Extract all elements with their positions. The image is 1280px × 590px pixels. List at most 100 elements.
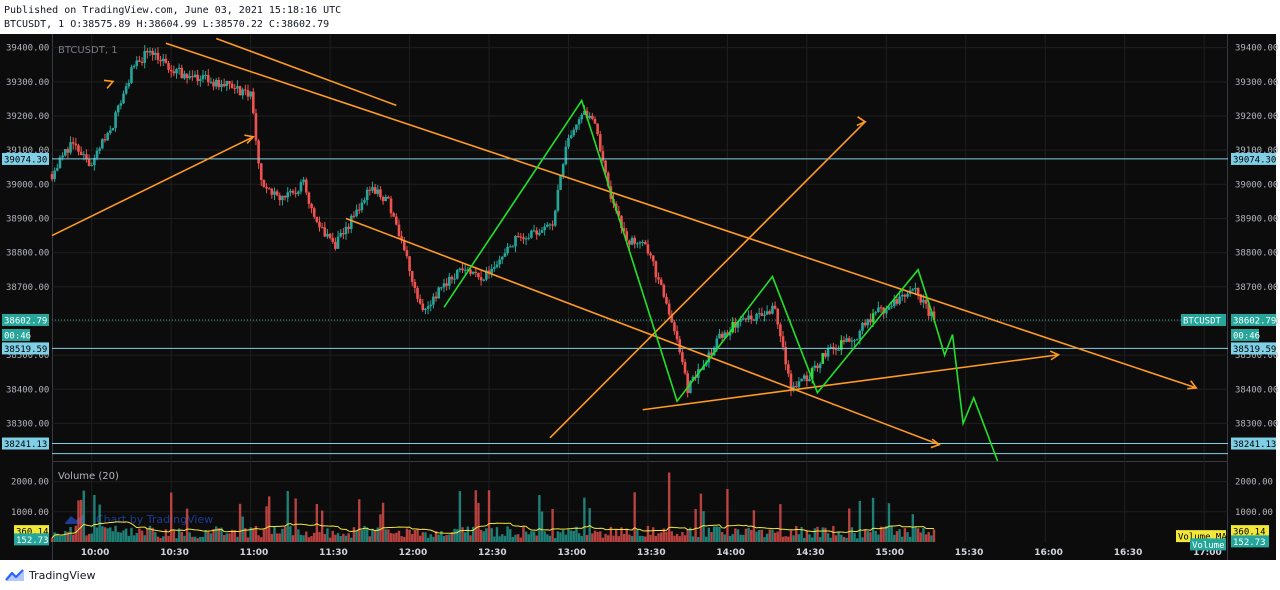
volume-bar — [90, 533, 93, 542]
volume-bar — [193, 536, 197, 542]
candle — [111, 127, 115, 131]
volume-bar — [106, 528, 109, 542]
candle — [543, 226, 546, 231]
volume-bar — [307, 537, 311, 542]
candle — [577, 119, 581, 125]
volume-bar — [87, 533, 91, 542]
level-tag-left-bg — [2, 342, 49, 355]
last-price-tag-left-bg — [2, 313, 49, 326]
volume-bar — [824, 527, 827, 542]
candle — [183, 73, 186, 79]
candle — [514, 235, 517, 247]
volume-bar — [135, 533, 138, 542]
volume-bar — [209, 533, 213, 542]
candle — [66, 149, 70, 153]
candle — [932, 311, 936, 320]
countdown-tag-right: 00:46 — [1233, 331, 1260, 341]
volume-bar — [546, 534, 549, 542]
candle — [829, 346, 833, 349]
candle — [506, 246, 509, 254]
volume-bar — [911, 514, 915, 542]
volume-tick-left: 1000.00 — [11, 508, 49, 518]
volume-bar — [659, 532, 663, 542]
trend-line[interactable] — [345, 217, 940, 446]
candle — [291, 190, 295, 193]
candle — [106, 132, 109, 141]
candle — [355, 209, 358, 217]
volume-bar — [556, 531, 560, 542]
candle — [625, 231, 629, 241]
candle — [821, 353, 825, 364]
candle — [466, 269, 470, 271]
projection-path[interactable] — [443, 98, 999, 462]
volume-bar — [241, 516, 244, 542]
trend-line[interactable] — [51, 136, 254, 237]
candle — [114, 112, 117, 128]
volume-bar — [421, 532, 425, 542]
candle — [450, 276, 454, 280]
volume-bar — [501, 534, 504, 542]
left-axis-area — [0, 34, 52, 560]
volume-bar — [612, 535, 615, 542]
candle — [357, 209, 361, 211]
volume-bar — [358, 499, 361, 542]
volume-bar — [236, 536, 239, 542]
candle — [432, 296, 435, 305]
candle — [408, 256, 411, 272]
candle — [53, 170, 56, 180]
volume-bar — [53, 532, 56, 542]
volume-bar — [405, 528, 409, 542]
candle — [657, 277, 660, 280]
price-tick-right: 39200.00 — [1235, 112, 1278, 122]
candle — [217, 79, 221, 88]
volume-bar — [842, 536, 846, 542]
arrow-head — [930, 438, 941, 449]
candle — [148, 50, 152, 53]
volume-bar — [734, 528, 737, 542]
volume-pane[interactable] — [52, 462, 1228, 542]
candle — [784, 347, 787, 365]
candle — [643, 241, 647, 245]
candle — [320, 227, 324, 229]
candle — [90, 165, 94, 167]
candle — [927, 303, 931, 316]
time-tick: 17:00 — [1193, 548, 1222, 558]
volume-bar — [156, 536, 160, 542]
candle — [294, 192, 297, 194]
candle — [273, 191, 276, 195]
price-tick-left: 38500.00 — [6, 351, 49, 361]
volume-bar — [678, 536, 681, 542]
price-tick-right: 39300.00 — [1235, 78, 1278, 88]
trend-line[interactable] — [215, 37, 397, 107]
volume-bar — [360, 529, 364, 542]
trend-line[interactable] — [642, 353, 1059, 411]
volume-bar — [712, 526, 716, 542]
volume-tag-left-bg — [14, 533, 49, 546]
volume-bar — [885, 525, 888, 542]
candle — [334, 241, 337, 249]
volume-bar — [281, 528, 284, 542]
volume-bar — [85, 535, 88, 542]
volume-bar — [808, 534, 811, 542]
volume-bar — [652, 527, 655, 542]
candle — [108, 130, 112, 133]
volume-bar — [644, 536, 647, 542]
tradingview-chart[interactable]: 39400.00 39400.00 39300.00 39300.00 39200.00… — [0, 0, 1280, 562]
trend-line[interactable] — [549, 121, 866, 439]
candle — [159, 59, 162, 62]
candle — [826, 348, 830, 357]
candle — [379, 189, 382, 198]
candle — [622, 228, 626, 232]
candle — [773, 305, 777, 309]
volume-bar — [927, 532, 930, 542]
candle — [251, 91, 255, 114]
candle — [538, 232, 541, 235]
volume-bar — [270, 533, 274, 542]
volume-bar — [699, 493, 703, 542]
volume-bar — [800, 526, 803, 542]
volume-bar — [138, 528, 141, 542]
trend-line[interactable] — [165, 42, 1197, 389]
volume-bar — [554, 537, 557, 542]
candle — [731, 321, 735, 333]
volume-bar — [866, 531, 869, 542]
